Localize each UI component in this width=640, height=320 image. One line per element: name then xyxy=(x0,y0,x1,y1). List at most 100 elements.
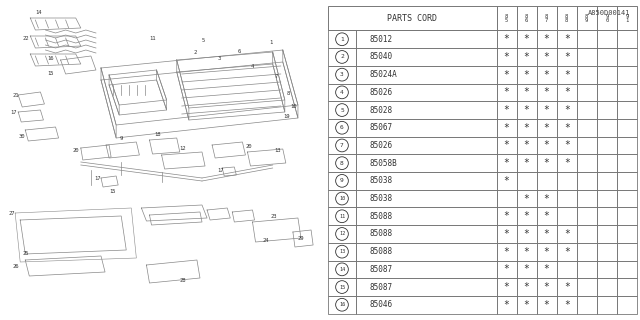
Text: *: * xyxy=(524,282,529,292)
Bar xyxy=(596,30,617,48)
Bar xyxy=(577,172,596,190)
Bar xyxy=(596,101,617,119)
Bar xyxy=(497,154,516,172)
Bar xyxy=(356,66,497,84)
Bar xyxy=(596,84,617,101)
Bar xyxy=(577,6,596,30)
Text: *: * xyxy=(564,300,570,310)
Text: *: * xyxy=(564,158,570,168)
Text: *: * xyxy=(504,229,509,239)
Bar xyxy=(537,101,557,119)
Text: *: * xyxy=(504,264,509,274)
Bar xyxy=(596,137,617,154)
Text: 17: 17 xyxy=(10,110,17,115)
Text: 85088: 85088 xyxy=(369,212,392,221)
Text: 9: 9 xyxy=(340,178,344,183)
Text: *: * xyxy=(564,87,570,97)
Text: 6: 6 xyxy=(340,125,344,130)
Bar xyxy=(497,101,516,119)
Bar xyxy=(537,6,557,30)
Bar xyxy=(516,101,537,119)
Text: 85046: 85046 xyxy=(369,300,392,309)
Bar xyxy=(497,66,516,84)
Text: 15: 15 xyxy=(339,284,345,290)
Bar xyxy=(617,30,637,48)
Text: *: * xyxy=(524,34,529,44)
Bar xyxy=(537,243,557,260)
Bar xyxy=(617,190,637,207)
Bar xyxy=(497,207,516,225)
Text: 23: 23 xyxy=(271,214,277,219)
Bar xyxy=(617,137,637,154)
Text: 15: 15 xyxy=(47,71,54,76)
Text: 4: 4 xyxy=(340,90,344,95)
Bar xyxy=(516,30,537,48)
Text: *: * xyxy=(504,123,509,133)
Text: 3: 3 xyxy=(217,56,220,61)
Bar xyxy=(596,48,617,66)
Bar xyxy=(596,278,617,296)
Text: 14: 14 xyxy=(339,267,345,272)
Bar xyxy=(577,207,596,225)
Text: *: * xyxy=(504,300,509,310)
Text: 3: 3 xyxy=(340,72,344,77)
Text: 2: 2 xyxy=(340,54,344,60)
Text: 13: 13 xyxy=(275,148,281,153)
Bar xyxy=(356,154,497,172)
Bar xyxy=(497,137,516,154)
Bar xyxy=(356,260,497,278)
Bar xyxy=(516,154,537,172)
Bar xyxy=(328,66,356,84)
Bar xyxy=(557,30,577,48)
Bar xyxy=(577,260,596,278)
Bar xyxy=(356,296,497,314)
Text: 1: 1 xyxy=(340,37,344,42)
Text: *: * xyxy=(544,34,550,44)
Text: 7: 7 xyxy=(275,74,278,79)
Bar xyxy=(596,172,617,190)
Text: *: * xyxy=(524,300,529,310)
Text: *: * xyxy=(544,282,550,292)
Text: 9
0: 9 0 xyxy=(605,14,609,23)
Text: *: * xyxy=(544,123,550,133)
Bar xyxy=(617,84,637,101)
Text: 85026: 85026 xyxy=(369,141,392,150)
Bar xyxy=(516,6,537,30)
Bar xyxy=(356,48,497,66)
Text: *: * xyxy=(544,264,550,274)
Bar xyxy=(617,172,637,190)
Bar xyxy=(537,48,557,66)
Text: *: * xyxy=(544,70,550,80)
Text: 85088: 85088 xyxy=(369,229,392,238)
Bar xyxy=(328,84,356,101)
Bar xyxy=(497,190,516,207)
Text: *: * xyxy=(564,105,570,115)
Text: *: * xyxy=(564,123,570,133)
Bar xyxy=(356,278,497,296)
Bar xyxy=(497,6,516,30)
Bar xyxy=(617,225,637,243)
Bar xyxy=(577,296,596,314)
Bar xyxy=(596,154,617,172)
Bar xyxy=(617,278,637,296)
Text: 85038: 85038 xyxy=(369,176,392,185)
Text: 30: 30 xyxy=(18,134,25,139)
Text: *: * xyxy=(544,87,550,97)
Text: *: * xyxy=(524,52,529,62)
Bar xyxy=(328,137,356,154)
Bar xyxy=(497,48,516,66)
Text: 85012: 85012 xyxy=(369,35,392,44)
Bar xyxy=(617,48,637,66)
Text: 14: 14 xyxy=(35,10,42,15)
Bar xyxy=(516,137,537,154)
Bar xyxy=(596,296,617,314)
Bar xyxy=(328,119,356,137)
Bar xyxy=(557,119,577,137)
Text: 21: 21 xyxy=(12,93,19,98)
Text: 8
9: 8 9 xyxy=(585,14,588,23)
Text: PARTS CORD: PARTS CORD xyxy=(387,14,437,23)
Bar xyxy=(557,154,577,172)
Bar xyxy=(356,119,497,137)
Text: *: * xyxy=(524,70,529,80)
Bar xyxy=(617,119,637,137)
